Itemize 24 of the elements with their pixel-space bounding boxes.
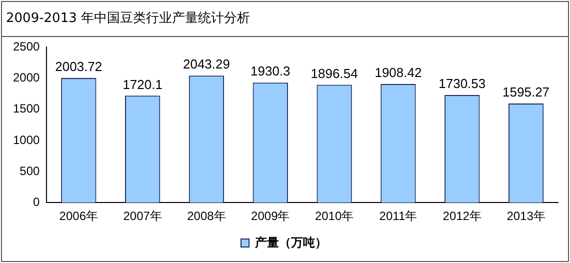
y-tick-label: 500 xyxy=(20,164,40,178)
y-tick-label: 1000 xyxy=(12,132,40,147)
data-label: 2003.72 xyxy=(55,59,102,74)
x-tick-label: 2008年 xyxy=(187,209,226,224)
data-label: 2043.29 xyxy=(182,56,230,72)
y-tick-label: 2500 xyxy=(12,40,40,54)
y-tick-label: 2000 xyxy=(12,70,40,85)
data-label: 1896.54 xyxy=(310,66,358,81)
data-label: 1908.42 xyxy=(374,65,422,80)
legend-label: 产量（万吨） xyxy=(254,235,327,250)
x-tick-label: 2006年 xyxy=(59,209,98,224)
data-label: 1595.27 xyxy=(502,84,550,100)
chart-title: 2009-2013 年中国豆类行业产量统计分析 xyxy=(2,2,568,37)
x-tick-label: 2011年 xyxy=(379,209,418,224)
x-tick-label: 2012年 xyxy=(442,209,482,224)
data-label: 1930.3 xyxy=(250,64,290,79)
data-label: 1730.53 xyxy=(438,76,486,92)
x-tick-label: 2013年 xyxy=(506,209,546,224)
y-tick-label: 0 xyxy=(33,194,40,209)
data-label: 1720.1 xyxy=(122,76,162,92)
x-tick-label: 2010年 xyxy=(314,209,354,224)
x-tick-label: 2009年 xyxy=(251,209,290,224)
x-tick-label: 2007年 xyxy=(123,209,162,224)
y-tick-label: 1500 xyxy=(12,102,40,116)
